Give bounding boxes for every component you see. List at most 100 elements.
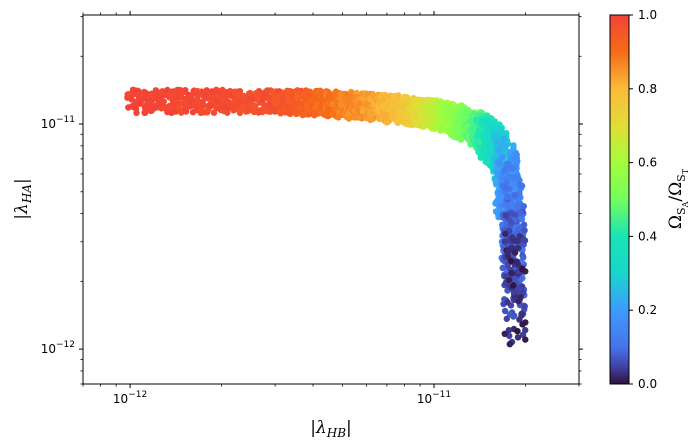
scatter-point: [510, 142, 517, 149]
scatter-point: [194, 90, 201, 97]
scatter-point: [505, 327, 513, 334]
scatter-point: [178, 109, 185, 116]
scatter-point: [521, 237, 529, 244]
scatter-point: [236, 88, 244, 95]
scatter-point: [499, 140, 506, 148]
scatter-point: [349, 113, 357, 121]
x-tick-label: 10−11: [417, 390, 451, 406]
scatter-point: [514, 244, 522, 252]
scatter-point: [325, 105, 332, 113]
colorbar-tick-label: 0.2: [638, 303, 657, 317]
scatter-point: [519, 321, 526, 328]
scatter-point: [508, 270, 515, 277]
scatter-point: [354, 114, 362, 121]
scatter-point: [133, 109, 140, 117]
scatter-point: [149, 91, 156, 99]
scatter-point: [510, 174, 517, 182]
scatter-point: [520, 203, 527, 210]
scatter-point: [519, 289, 527, 296]
scatter-point: [231, 88, 238, 95]
scatter-point: [496, 161, 503, 168]
scatter-point: [363, 101, 370, 108]
scatter-point: [329, 100, 336, 108]
scatter-point: [155, 92, 162, 99]
scatter-point: [494, 138, 501, 145]
scatter-point: [381, 111, 388, 119]
scatter-point: [504, 253, 512, 260]
scatter-point: [240, 103, 247, 110]
scatter-point: [166, 103, 174, 111]
y-axis-ticks: 10−12 10−11: [41, 16, 583, 385]
scatter-point: [264, 87, 271, 94]
scatter-point: [504, 174, 512, 181]
scatter-point: [502, 212, 509, 219]
scatter-point: [521, 227, 528, 234]
scatter-point: [510, 313, 517, 320]
scatter-point: [134, 87, 142, 95]
scatter-point: [522, 336, 529, 343]
scatter-point: [518, 312, 525, 319]
scatter-point: [265, 95, 272, 103]
scatter-point: [501, 330, 508, 337]
scatter-point: [225, 98, 232, 105]
scatter-point: [514, 328, 521, 335]
scatter-point: [293, 94, 301, 101]
plot-frame: [82, 14, 580, 385]
scatter-point: [448, 106, 455, 114]
scatter-point: [338, 101, 345, 108]
colorbar-tick-label: 0.0: [638, 377, 657, 391]
scatter-point: [517, 294, 524, 301]
scatter-point: [510, 289, 517, 296]
scatter-point: [255, 108, 262, 115]
scatter-point: [170, 99, 177, 106]
scatter-point: [421, 122, 428, 130]
scatter-point: [507, 257, 515, 265]
scatter-point: [504, 299, 511, 306]
scatter-point: [506, 341, 513, 348]
scatter-point: [519, 265, 526, 273]
scatter-point: [511, 249, 519, 256]
scatter-point: [506, 277, 513, 284]
scatter-point: [503, 315, 510, 322]
scatter-point: [287, 107, 294, 115]
scatter-point: [146, 102, 154, 109]
scatter-point: [312, 104, 319, 111]
scatter-point: [261, 107, 268, 114]
scatter-point: [235, 92, 242, 100]
scatter-point: [509, 180, 516, 187]
scatter-point: [184, 98, 192, 106]
scatter-point: [255, 91, 262, 98]
scatter-point: [511, 191, 518, 199]
scatter-point: [502, 184, 509, 192]
scatter-points: [124, 86, 529, 348]
scatter-point: [180, 88, 187, 96]
scatter-point: [504, 248, 512, 255]
scatter-point: [510, 282, 517, 289]
colorbar-ticks: 0.0 0.2 0.4 0.6 0.8 1.0: [629, 8, 657, 391]
scatter-point: [236, 109, 244, 117]
scatter-point: [299, 111, 306, 119]
scatter-point: [207, 102, 214, 109]
scatter-point: [508, 219, 515, 226]
scatter-point: [294, 87, 301, 94]
scatter-point: [210, 109, 218, 116]
scatter-point: [377, 93, 385, 101]
scatter-point: [499, 153, 506, 161]
scatter-point: [224, 109, 231, 116]
scatter-point: [462, 114, 470, 121]
scatter-point: [517, 276, 524, 283]
scatter-point: [296, 105, 303, 112]
scatter-point: [518, 182, 526, 189]
scatter-point: [207, 93, 214, 100]
y-axis-label: |λHA|: [12, 178, 34, 219]
scatter-point: [224, 91, 231, 98]
scatter-point: [424, 109, 431, 117]
y-tick-label: 10−11: [41, 115, 75, 131]
scatter-point: [473, 139, 480, 146]
x-axis-ticks: 10−12 10−11: [82, 11, 580, 406]
scatter-point: [217, 90, 224, 97]
colorbar: [609, 14, 630, 385]
scatter-point: [312, 110, 319, 117]
scatter-point: [514, 203, 522, 210]
